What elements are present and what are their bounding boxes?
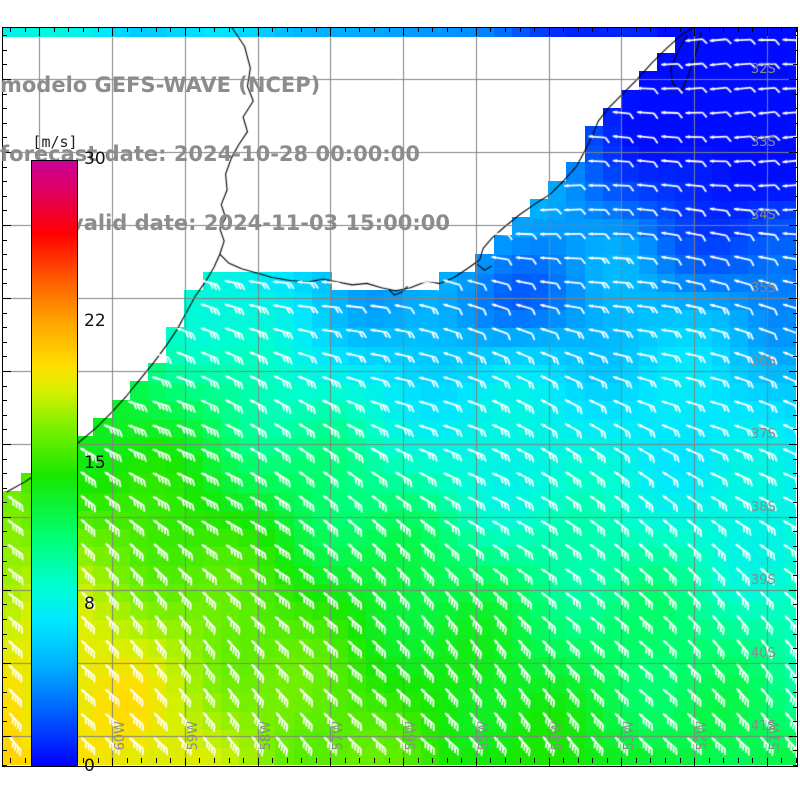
colorbar-unit-label: [m/s] xyxy=(32,133,78,151)
colorbar-gradient xyxy=(31,160,78,767)
lon-label: 58W xyxy=(258,721,274,751)
lat-label: 39S xyxy=(751,572,776,588)
colorbar-tick-label: 15 xyxy=(84,452,106,473)
lon-label: 57W xyxy=(331,721,347,751)
lat-label: 35S xyxy=(751,280,776,296)
lon-label: 53W xyxy=(622,721,638,751)
lat-label: 36S xyxy=(751,353,776,369)
lat-label: 33S xyxy=(751,135,776,151)
colorbar-tick-label: 22 xyxy=(84,310,106,331)
lat-label: 37S xyxy=(751,426,776,442)
lon-label: 55W xyxy=(476,721,492,751)
map-frame xyxy=(2,27,798,767)
wind-vector-layer xyxy=(3,28,796,765)
colorbar-tick-label: 8 xyxy=(84,594,95,615)
colorbar-tick-label: 0 xyxy=(84,756,95,776)
lat-label: 34S xyxy=(751,208,776,224)
lon-label: 59W xyxy=(185,721,201,751)
colorbar xyxy=(31,160,78,767)
colorbar-tick-label: 30 xyxy=(84,149,106,169)
lat-label: 41S xyxy=(751,718,776,734)
lon-label: 56W xyxy=(404,721,420,751)
map-canvas-area xyxy=(3,28,797,766)
lon-label: 52W xyxy=(695,721,711,751)
lon-label: 54W xyxy=(549,721,565,751)
lat-label: 32S xyxy=(751,62,776,78)
lat-label: 38S xyxy=(751,499,776,515)
lat-label: 40S xyxy=(751,645,776,661)
lon-label: 60W xyxy=(113,721,129,751)
